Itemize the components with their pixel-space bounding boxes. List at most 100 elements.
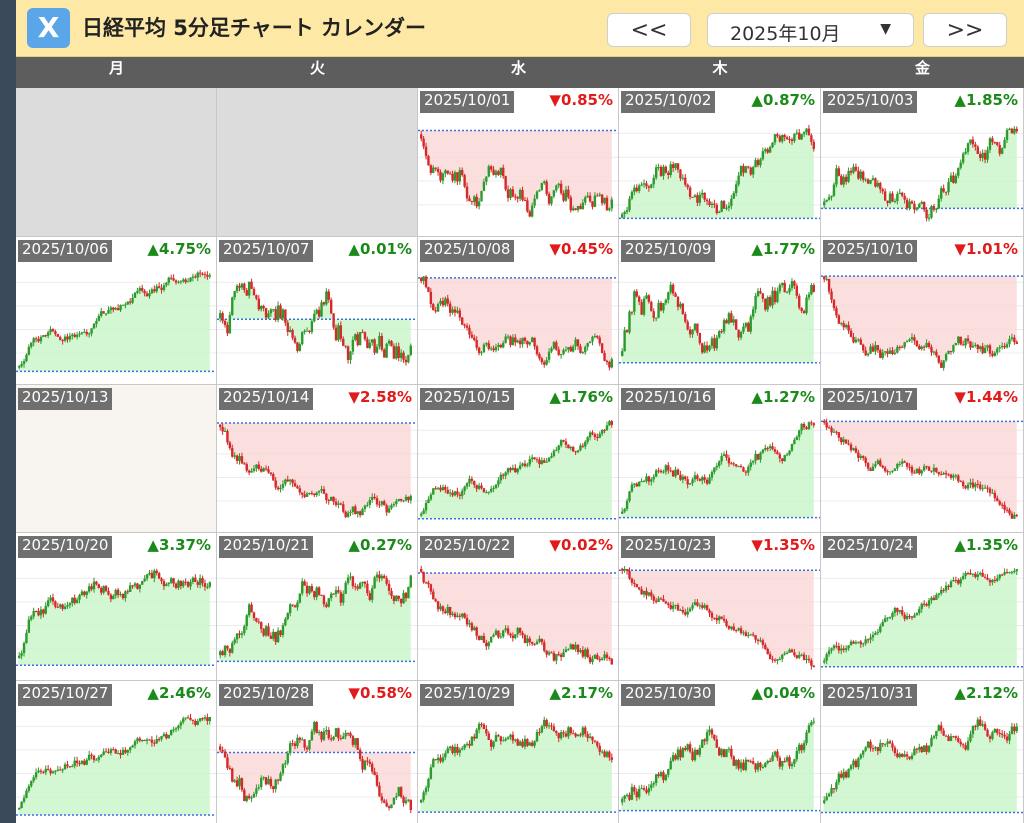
- day-change-badge: ▲2.12%: [954, 684, 1018, 702]
- calendar-day-cell[interactable]: 2025/10/06 ▲4.75%: [16, 237, 217, 385]
- day-change-badge: ▼0.85%: [549, 91, 613, 109]
- day-date-label: 2025/10/07: [219, 240, 314, 262]
- month-select-label: 2025年10月: [730, 23, 841, 45]
- day-change-badge: ▲0.87%: [751, 91, 815, 109]
- calendar-day-cell[interactable]: 2025/10/21 ▲0.27%: [217, 533, 418, 681]
- calendar-day-cell[interactable]: 2025/10/07 ▲0.01%: [217, 237, 418, 385]
- intraday-chart: [821, 715, 1023, 814]
- intraday-chart: [619, 565, 820, 670]
- intraday-chart: [821, 126, 1023, 222]
- calendar-day-cell[interactable]: 2025/10/09 ▲1.77%: [619, 237, 821, 385]
- weekday-wed: 水: [510, 59, 526, 77]
- day-date-label: 2025/10/21: [219, 536, 314, 558]
- weekday-thu: 木: [712, 59, 728, 77]
- calendar-day-cell[interactable]: 2025/10/22 ▼0.02%: [418, 533, 619, 681]
- day-date-label: 2025/10/16: [621, 388, 716, 410]
- caret-down-icon: ▼: [880, 21, 891, 37]
- intraday-chart: [619, 278, 820, 364]
- intraday-chart: [217, 278, 417, 366]
- day-date-label: 2025/10/31: [823, 684, 918, 706]
- day-change-badge: ▲0.04%: [751, 684, 815, 702]
- intraday-chart: [418, 129, 618, 218]
- day-change-badge: ▼0.58%: [348, 684, 412, 702]
- month-select[interactable]: 2025年10月 ▼: [707, 13, 914, 47]
- next-month-button[interactable]: >>: [923, 13, 1007, 47]
- intraday-chart: [619, 124, 820, 220]
- day-date-label: 2025/10/08: [420, 240, 515, 262]
- intraday-chart: [619, 717, 820, 812]
- intraday-chart: [16, 568, 216, 667]
- calendar-day-cell[interactable]: 2025/10/20 ▲3.37%: [16, 533, 217, 681]
- header-bar: X 日経平均 5分足チャート カレンダー << 2025年10月 ▼ >>: [16, 0, 1024, 57]
- calendar-day-cell[interactable]: 2025/10/27 ▲2.46%: [16, 681, 217, 823]
- calendar-day-cell[interactable]: 2025/10/13: [16, 385, 217, 533]
- day-change-badge: ▲1.27%: [751, 388, 815, 406]
- weekday-fri: 金: [914, 59, 930, 77]
- day-date-label: 2025/10/23: [621, 536, 716, 558]
- intraday-chart: [16, 269, 216, 373]
- intraday-chart: [418, 716, 618, 813]
- intraday-chart: [821, 568, 1023, 668]
- day-change-badge: ▼0.45%: [549, 240, 613, 258]
- day-date-label: 2025/10/01: [420, 91, 515, 113]
- day-date-label: 2025/10/09: [621, 240, 716, 262]
- day-change-badge: ▲3.37%: [147, 536, 211, 554]
- calendar-day-cell[interactable]: 2025/10/08 ▼0.45%: [418, 237, 619, 385]
- calendar-day-cell[interactable]: 2025/10/17 ▼1.44%: [821, 385, 1024, 533]
- calendar-day-cell[interactable]: 2025/10/10 ▼1.01%: [821, 237, 1024, 385]
- weekday-tue: 火: [309, 59, 325, 77]
- intraday-chart: [418, 419, 618, 520]
- calendar-day-cell[interactable]: 2025/10/02 ▲0.87%: [619, 88, 821, 237]
- day-change-badge: ▼1.44%: [954, 388, 1018, 406]
- intraday-chart: [418, 275, 618, 371]
- app-title: 日経平均 5分足チャート カレンダー: [82, 16, 427, 40]
- day-change-badge: ▲1.85%: [954, 91, 1018, 109]
- prev-month-button[interactable]: <<: [607, 13, 691, 47]
- calendar-day-cell[interactable]: 2025/10/03 ▲1.85%: [821, 88, 1024, 237]
- day-date-label: 2025/10/06: [18, 240, 113, 262]
- calendar-grid: 2025/10/01 ▼0.85% 2025/10/02 ▲0.87% 2025/10/…: [16, 88, 1024, 823]
- day-change-badge: ▼1.35%: [751, 536, 815, 554]
- day-change-badge: ▲2.46%: [147, 684, 211, 702]
- day-date-label: 2025/10/20: [18, 536, 113, 558]
- weekday-mon: 月: [108, 59, 124, 77]
- day-date-label: 2025/10/15: [420, 388, 515, 410]
- intraday-chart: [217, 720, 417, 814]
- intraday-chart: [821, 275, 1023, 371]
- calendar-cell-empty: [16, 88, 217, 237]
- calendar-day-cell[interactable]: 2025/10/23 ▼1.35%: [619, 533, 821, 681]
- intraday-chart: [619, 420, 820, 519]
- day-date-label: 2025/10/29: [420, 684, 515, 706]
- day-change-badge: ▼2.58%: [348, 388, 412, 406]
- day-date-label: 2025/10/17: [823, 388, 918, 410]
- calendar-day-cell[interactable]: 2025/10/16 ▲1.27%: [619, 385, 821, 533]
- day-change-badge: ▲1.77%: [751, 240, 815, 258]
- calendar-day-cell[interactable]: 2025/10/24 ▲1.35%: [821, 533, 1024, 681]
- calendar-day-cell[interactable]: 2025/10/01 ▼0.85%: [418, 88, 619, 237]
- intraday-chart: [217, 570, 417, 663]
- weekday-header: 月 火 水 木 金: [16, 57, 1024, 88]
- day-change-badge: ▲0.01%: [348, 240, 412, 258]
- day-date-label: 2025/10/03: [823, 91, 918, 113]
- calendar-day-cell[interactable]: 2025/10/14 ▼2.58%: [217, 385, 418, 533]
- day-date-label: 2025/10/13: [18, 388, 113, 410]
- day-date-label: 2025/10/27: [18, 684, 113, 706]
- calendar-cell-empty: [217, 88, 418, 237]
- intraday-chart: [16, 713, 216, 816]
- day-change-badge: ▲1.76%: [549, 388, 613, 406]
- day-date-label: 2025/10/10: [823, 240, 918, 262]
- day-change-badge: ▲1.35%: [954, 536, 1018, 554]
- day-change-badge: ▼1.01%: [954, 240, 1018, 258]
- calendar-day-cell[interactable]: 2025/10/30 ▲0.04%: [619, 681, 821, 823]
- day-date-label: 2025/10/24: [823, 536, 918, 558]
- day-change-badge: ▼0.02%: [549, 536, 613, 554]
- calendar-day-cell[interactable]: 2025/10/28 ▼0.58%: [217, 681, 418, 823]
- day-date-label: 2025/10/14: [219, 388, 314, 410]
- day-change-badge: ▲2.17%: [549, 684, 613, 702]
- calendar-day-cell[interactable]: 2025/10/31 ▲2.12%: [821, 681, 1024, 823]
- day-change-badge: ▲4.75%: [147, 240, 211, 258]
- calendar-day-cell[interactable]: 2025/10/15 ▲1.76%: [418, 385, 619, 533]
- calendar-day-cell[interactable]: 2025/10/29 ▲2.17%: [418, 681, 619, 823]
- intraday-chart: [418, 565, 618, 666]
- x-share-icon[interactable]: X: [27, 8, 70, 48]
